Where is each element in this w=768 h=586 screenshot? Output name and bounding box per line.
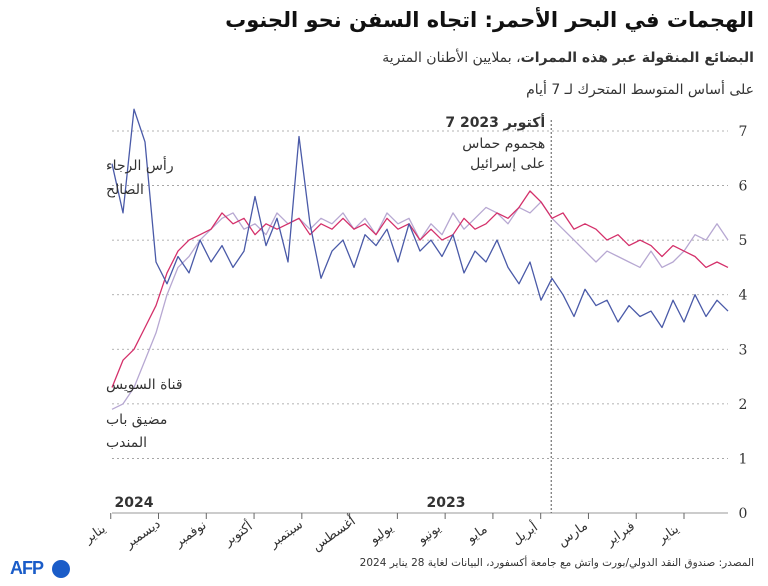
source-note: المصدر: صندوق النقد الدولي/بورت واتش مع … (360, 556, 754, 570)
chart-title: الهجمات في البحر الأحمر: اتجاه السفن نحو… (225, 8, 754, 32)
subtitle-bold: البضائع المنقولة عبر هذه الممرات (520, 50, 754, 66)
x-month-label: ديسمبر (122, 517, 164, 553)
source-line: المصدر: صندوق النقد الدولي/بورت واتش مع … (359, 557, 754, 569)
y-tick-label: 0 (739, 506, 748, 522)
x-month-label: نوفمبر (171, 518, 209, 551)
annotation-line1: هجموم حماس (462, 136, 545, 152)
y-axis-ticks: 0 1 2 3 4 5 6 7 (739, 124, 748, 522)
annotation-date: 7 أكتوبر 2023 (445, 113, 545, 131)
x-month-label: مارس (555, 519, 591, 550)
x-month-label: أغسطس (308, 512, 358, 554)
chart-note: على أساس المتوسط المتحرك لـ 7 أيام (526, 82, 754, 98)
series-line-suez (111, 190, 729, 388)
subtitle-rest: ، بملايين الأطنان المترية (382, 50, 521, 66)
x-month-label: يناير (654, 521, 682, 547)
y-tick-label: 3 (739, 342, 748, 358)
y-tick-label: 1 (739, 451, 748, 467)
y-tick-label: 5 (739, 233, 748, 249)
label-cape-line1: رأس الرجاء (106, 156, 174, 174)
x-month-label: فبراير (603, 519, 638, 550)
afp-logo-dot (52, 560, 70, 578)
label-bab-line2: المندب (106, 435, 147, 451)
x-month-label: يناير (81, 521, 109, 547)
annotation-line2: على إسرائيل (470, 156, 545, 172)
x-axis: يناير فبراير مارس أبريل مايو يونيو يوليو أغسطسس… (81, 495, 685, 554)
label-suez: قناة السويس (106, 377, 183, 393)
x-month-label: أبريل (508, 518, 541, 548)
y-tick-label: 4 (739, 288, 748, 304)
x-month-label: يونيو (414, 521, 444, 548)
y-tick-label: 2 (739, 397, 748, 413)
year-label: 2024 (115, 495, 154, 511)
x-month-label: أكتوبر (219, 517, 255, 549)
x-month-label: يوليو (366, 521, 396, 548)
label-cape-line2: الصالح (106, 182, 144, 198)
grid-lines (112, 130, 728, 514)
series-lines (111, 108, 729, 410)
y-tick-label: 6 (739, 179, 748, 195)
afp-logo: AFP (10, 558, 44, 578)
series-line-cape (111, 108, 729, 329)
series-labels: رأس الرجاء الصالح قناة السويس مضيق باب المند… (106, 156, 183, 451)
x-month-label: سبتمبر (266, 517, 306, 551)
x-month-label: مايو (464, 522, 491, 547)
year-label: 2023 (427, 495, 466, 511)
chart-subtitle: البضائع المنقولة عبر هذه الممرات، بملايي… (382, 50, 754, 66)
label-bab-line1: مضيق باب (106, 412, 167, 428)
y-tick-label: 7 (739, 124, 748, 140)
